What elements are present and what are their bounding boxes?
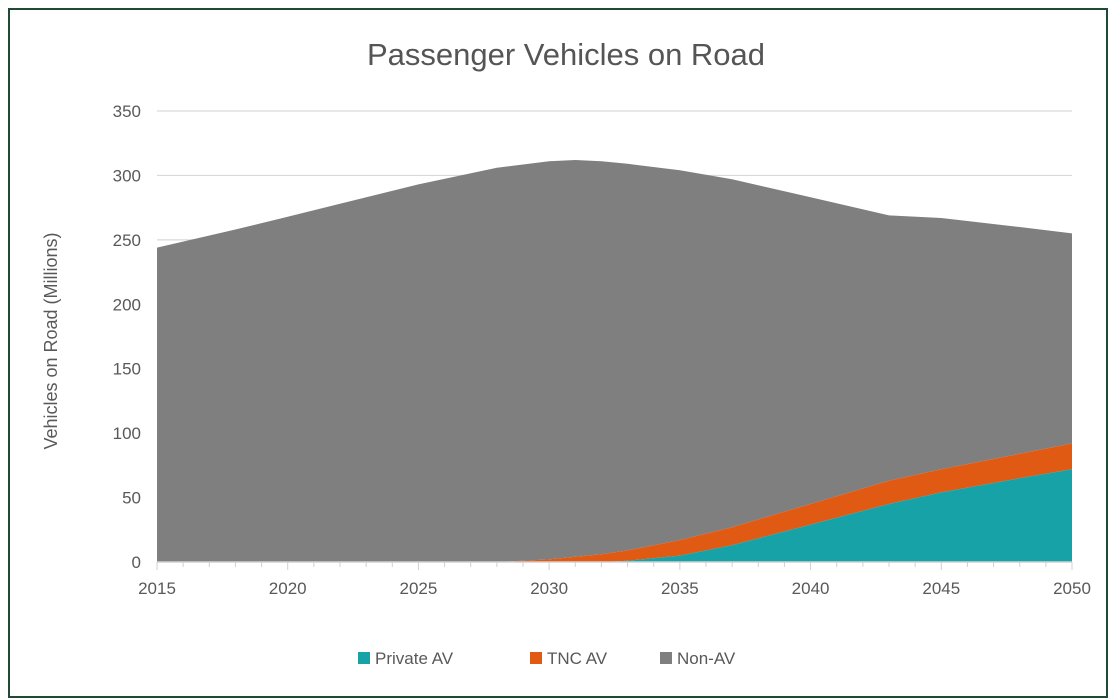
legend-swatch-tnc-av — [530, 652, 542, 664]
x-tick-2025: 2025 — [400, 579, 438, 598]
y-tick-50: 50 — [122, 489, 141, 508]
y-tick-0: 0 — [132, 553, 141, 572]
area-series — [157, 160, 1072, 562]
y-tick-150: 150 — [113, 360, 141, 379]
y-tick-250: 250 — [113, 231, 141, 250]
legend-label-tnc-av: TNC AV — [547, 649, 608, 668]
x-tick-2030: 2030 — [530, 579, 568, 598]
y-tick-300: 300 — [113, 166, 141, 185]
y-tick-350: 350 — [113, 102, 141, 121]
legend-swatch-private-av — [358, 652, 370, 664]
x-tick-2035: 2035 — [661, 579, 699, 598]
legend-item-private-av: Private AV — [358, 649, 454, 668]
chart-title: Passenger Vehicles on Road — [367, 37, 765, 72]
y-axis-label: Vehicles on Road (Millions) — [41, 232, 61, 449]
x-axis — [157, 562, 1072, 570]
x-tick-2015: 2015 — [138, 579, 176, 598]
chart-svg: Passenger Vehicles on Road 0 50 100 150 200 2… — [10, 10, 1110, 680]
x-axis-ticks: 2015 2020 2025 2030 2035 2040 2045 2050 — [138, 579, 1091, 598]
legend-swatch-non-av — [660, 652, 672, 664]
legend: Private AV TNC AV Non-AV — [358, 649, 736, 668]
legend-label-private-av: Private AV — [375, 649, 454, 668]
x-tick-2050: 2050 — [1053, 579, 1091, 598]
y-axis-ticks: 0 50 100 150 200 250 300 350 — [113, 102, 141, 572]
legend-item-tnc-av: TNC AV — [530, 649, 608, 668]
x-tick-2045: 2045 — [922, 579, 960, 598]
legend-item-non-av: Non-AV — [660, 649, 736, 668]
x-tick-2020: 2020 — [269, 579, 307, 598]
legend-label-non-av: Non-AV — [677, 649, 736, 668]
chart-frame: Passenger Vehicles on Road 0 50 100 150 200 2… — [8, 8, 1108, 698]
y-tick-100: 100 — [113, 424, 141, 443]
x-tick-2040: 2040 — [792, 579, 830, 598]
y-tick-200: 200 — [113, 295, 141, 314]
